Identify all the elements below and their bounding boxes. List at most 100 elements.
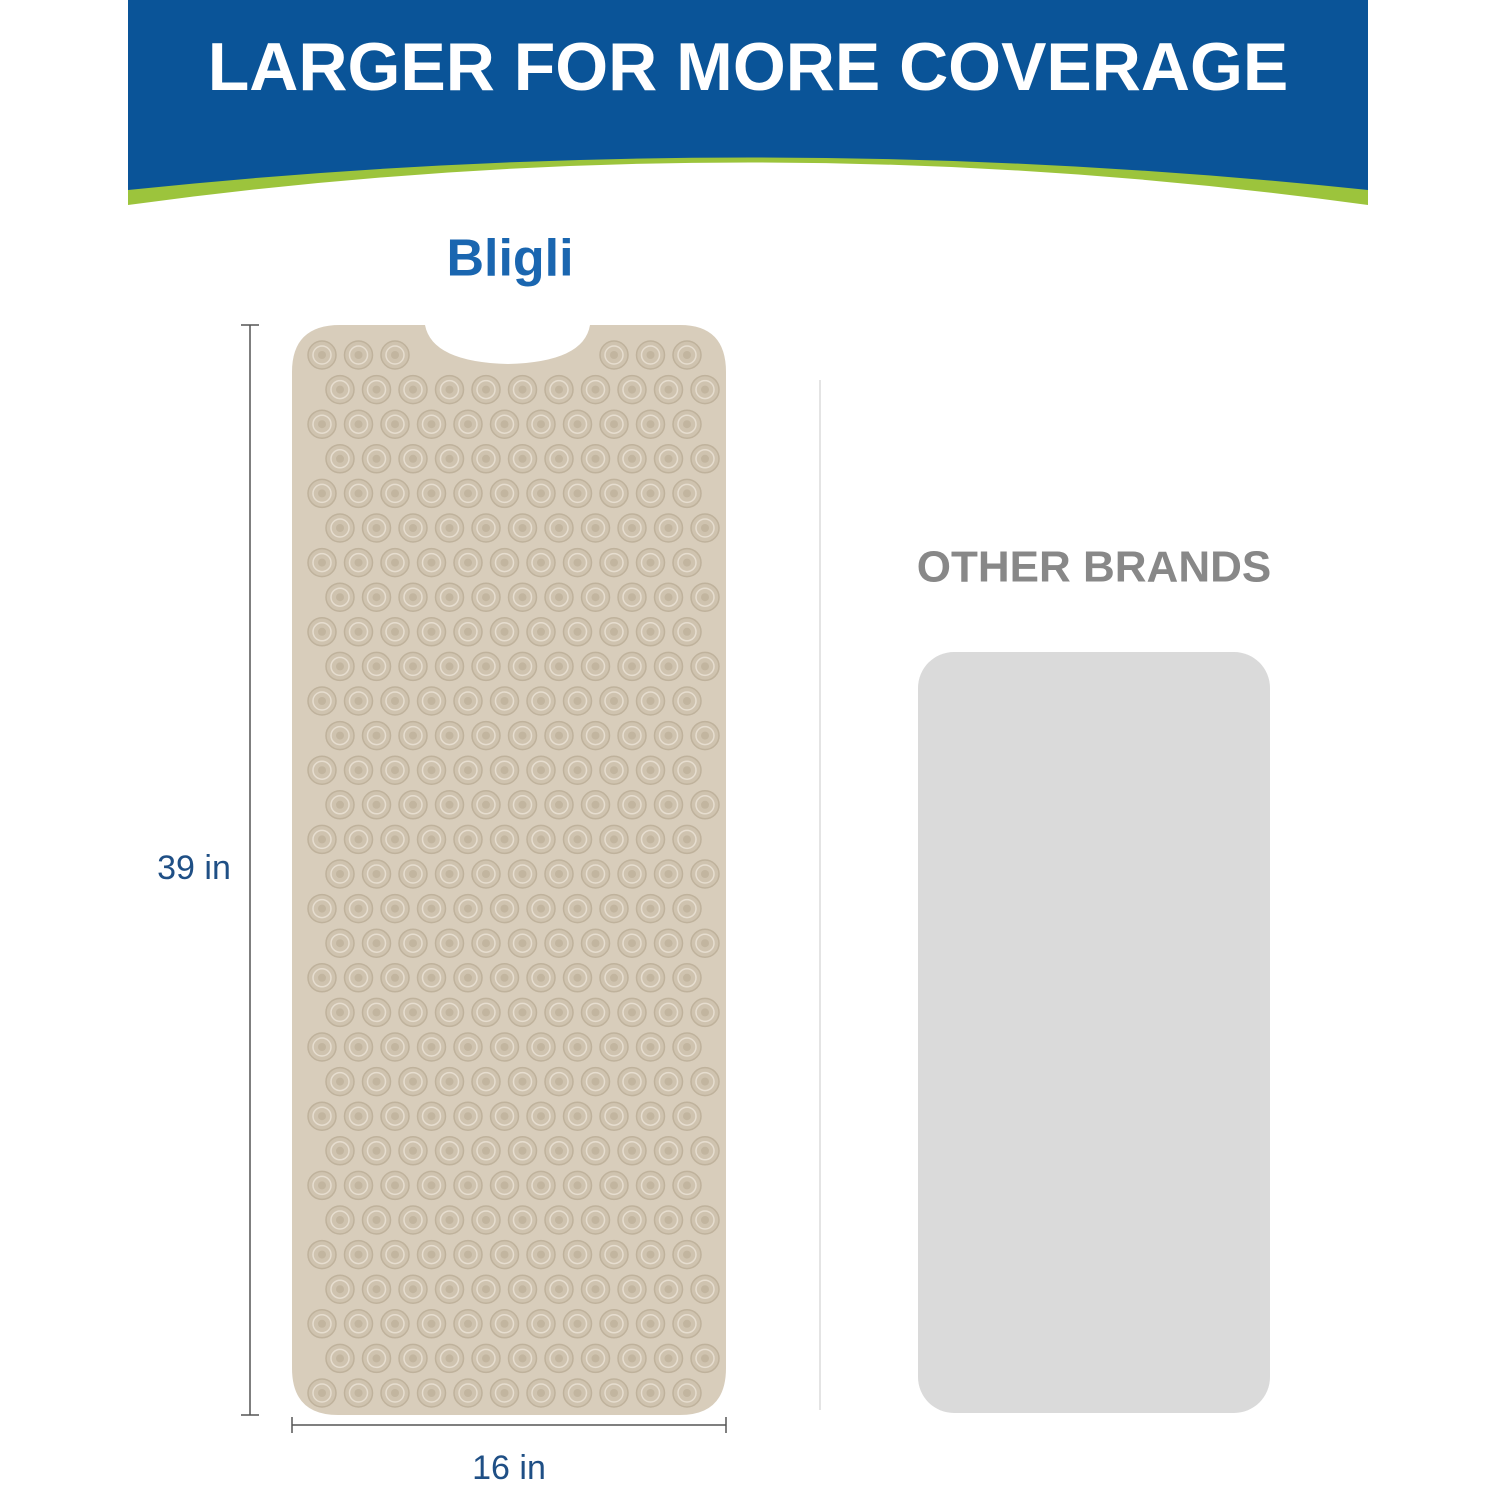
mat-bump — [518, 1146, 527, 1155]
mat-bump — [445, 1354, 454, 1363]
mat-bump — [610, 1319, 618, 1328]
mat-bump — [610, 1043, 618, 1051]
mat-bump — [403, 518, 423, 538]
mat-bump — [518, 662, 527, 671]
mat-bump — [385, 898, 405, 919]
mat-bump — [701, 524, 709, 532]
mat-bump — [512, 864, 533, 884]
mat-bump — [312, 968, 332, 988]
mat-bump — [604, 898, 624, 919]
mat-bump — [610, 904, 618, 913]
mat-bump — [500, 558, 509, 567]
mat-bump — [658, 379, 679, 400]
mat-bump — [482, 662, 490, 671]
mat-bump — [500, 420, 509, 429]
mat-bump — [458, 1106, 478, 1126]
header-band — [128, 0, 1368, 190]
mat-bump — [458, 1175, 478, 1196]
mat-bump — [604, 760, 624, 780]
mat-bump — [640, 622, 661, 642]
mat-bump — [518, 1354, 527, 1363]
mat-bump — [646, 627, 655, 636]
mat-bump — [695, 1279, 715, 1299]
mat-bump — [683, 420, 691, 429]
mat-bump — [336, 593, 344, 602]
mat-bump — [658, 656, 679, 677]
mat-bump — [476, 725, 496, 746]
mat-bump — [385, 483, 405, 504]
mat-bump — [531, 968, 551, 988]
mat-bump — [677, 1314, 697, 1334]
mat-bump — [531, 1106, 551, 1126]
mat-bump — [427, 1043, 436, 1051]
mat-bump — [646, 697, 655, 705]
mat-bump — [421, 898, 442, 919]
mat-bump — [403, 1002, 423, 1023]
mat-bump — [427, 904, 436, 913]
mat-bump — [591, 524, 600, 532]
mat-bump — [610, 351, 618, 359]
mat-bump — [658, 1279, 679, 1299]
mat-bump — [482, 593, 490, 602]
mat-bump — [330, 1210, 350, 1230]
mat-bump — [427, 489, 436, 498]
mat-bump — [366, 1210, 387, 1230]
mat-bump — [549, 379, 569, 400]
mat-bump — [604, 552, 624, 573]
mat-bump — [573, 1043, 582, 1051]
mat-bump — [385, 414, 405, 434]
mat-bump — [664, 1285, 673, 1294]
mat-bump — [695, 1002, 715, 1023]
mat-bump — [312, 1175, 332, 1196]
mat-bump — [439, 1348, 460, 1369]
mat-bump — [640, 829, 661, 850]
mat-bump — [677, 1383, 697, 1403]
mat-bump — [695, 656, 715, 677]
mat-bump — [701, 1354, 709, 1363]
mat-bump — [482, 385, 490, 394]
mat-bump — [610, 489, 618, 498]
mat-bump — [482, 524, 490, 532]
mat-bump — [610, 1181, 618, 1190]
mat-bump — [464, 1181, 472, 1190]
mat-bump — [318, 766, 326, 775]
mat-bump — [512, 795, 533, 815]
mat-bump — [385, 1175, 405, 1196]
mat-bump — [555, 1008, 563, 1017]
mat-bump — [646, 1250, 655, 1259]
mat-bump — [646, 558, 655, 567]
mat-bump — [585, 933, 606, 953]
mat-bump — [494, 898, 515, 919]
mat-bump — [531, 1037, 551, 1057]
mat-bump — [330, 1348, 350, 1369]
mat-bump — [458, 483, 478, 504]
mat-bump — [683, 766, 691, 775]
mat-bump — [482, 1146, 490, 1155]
mat-bump — [348, 691, 369, 711]
mat-bump — [695, 587, 715, 607]
mat-bump — [512, 725, 533, 746]
mat-bump — [348, 1106, 369, 1126]
mat-bump — [573, 489, 582, 498]
mat-bump — [354, 627, 363, 636]
mat-bump — [549, 656, 569, 677]
mat-bump — [591, 662, 600, 671]
mat-bump — [330, 864, 350, 884]
mat-bump — [458, 1383, 478, 1403]
mat-bump — [537, 697, 545, 705]
mat-bump — [701, 800, 709, 809]
mat-bump — [385, 1037, 405, 1057]
mat-bump — [695, 1071, 715, 1092]
mat-bump — [336, 1077, 344, 1086]
mat-bump — [555, 454, 563, 463]
mat-bump — [591, 1077, 600, 1086]
mat-bump — [312, 829, 332, 850]
mat-bump — [366, 933, 387, 953]
mat-bump — [500, 904, 509, 913]
mat-bump — [409, 1285, 417, 1294]
mat-bump — [701, 385, 709, 394]
mat-bump — [385, 1106, 405, 1126]
mat-bump — [573, 697, 582, 705]
mat-bump — [555, 1285, 563, 1294]
mat-bump — [677, 760, 697, 780]
